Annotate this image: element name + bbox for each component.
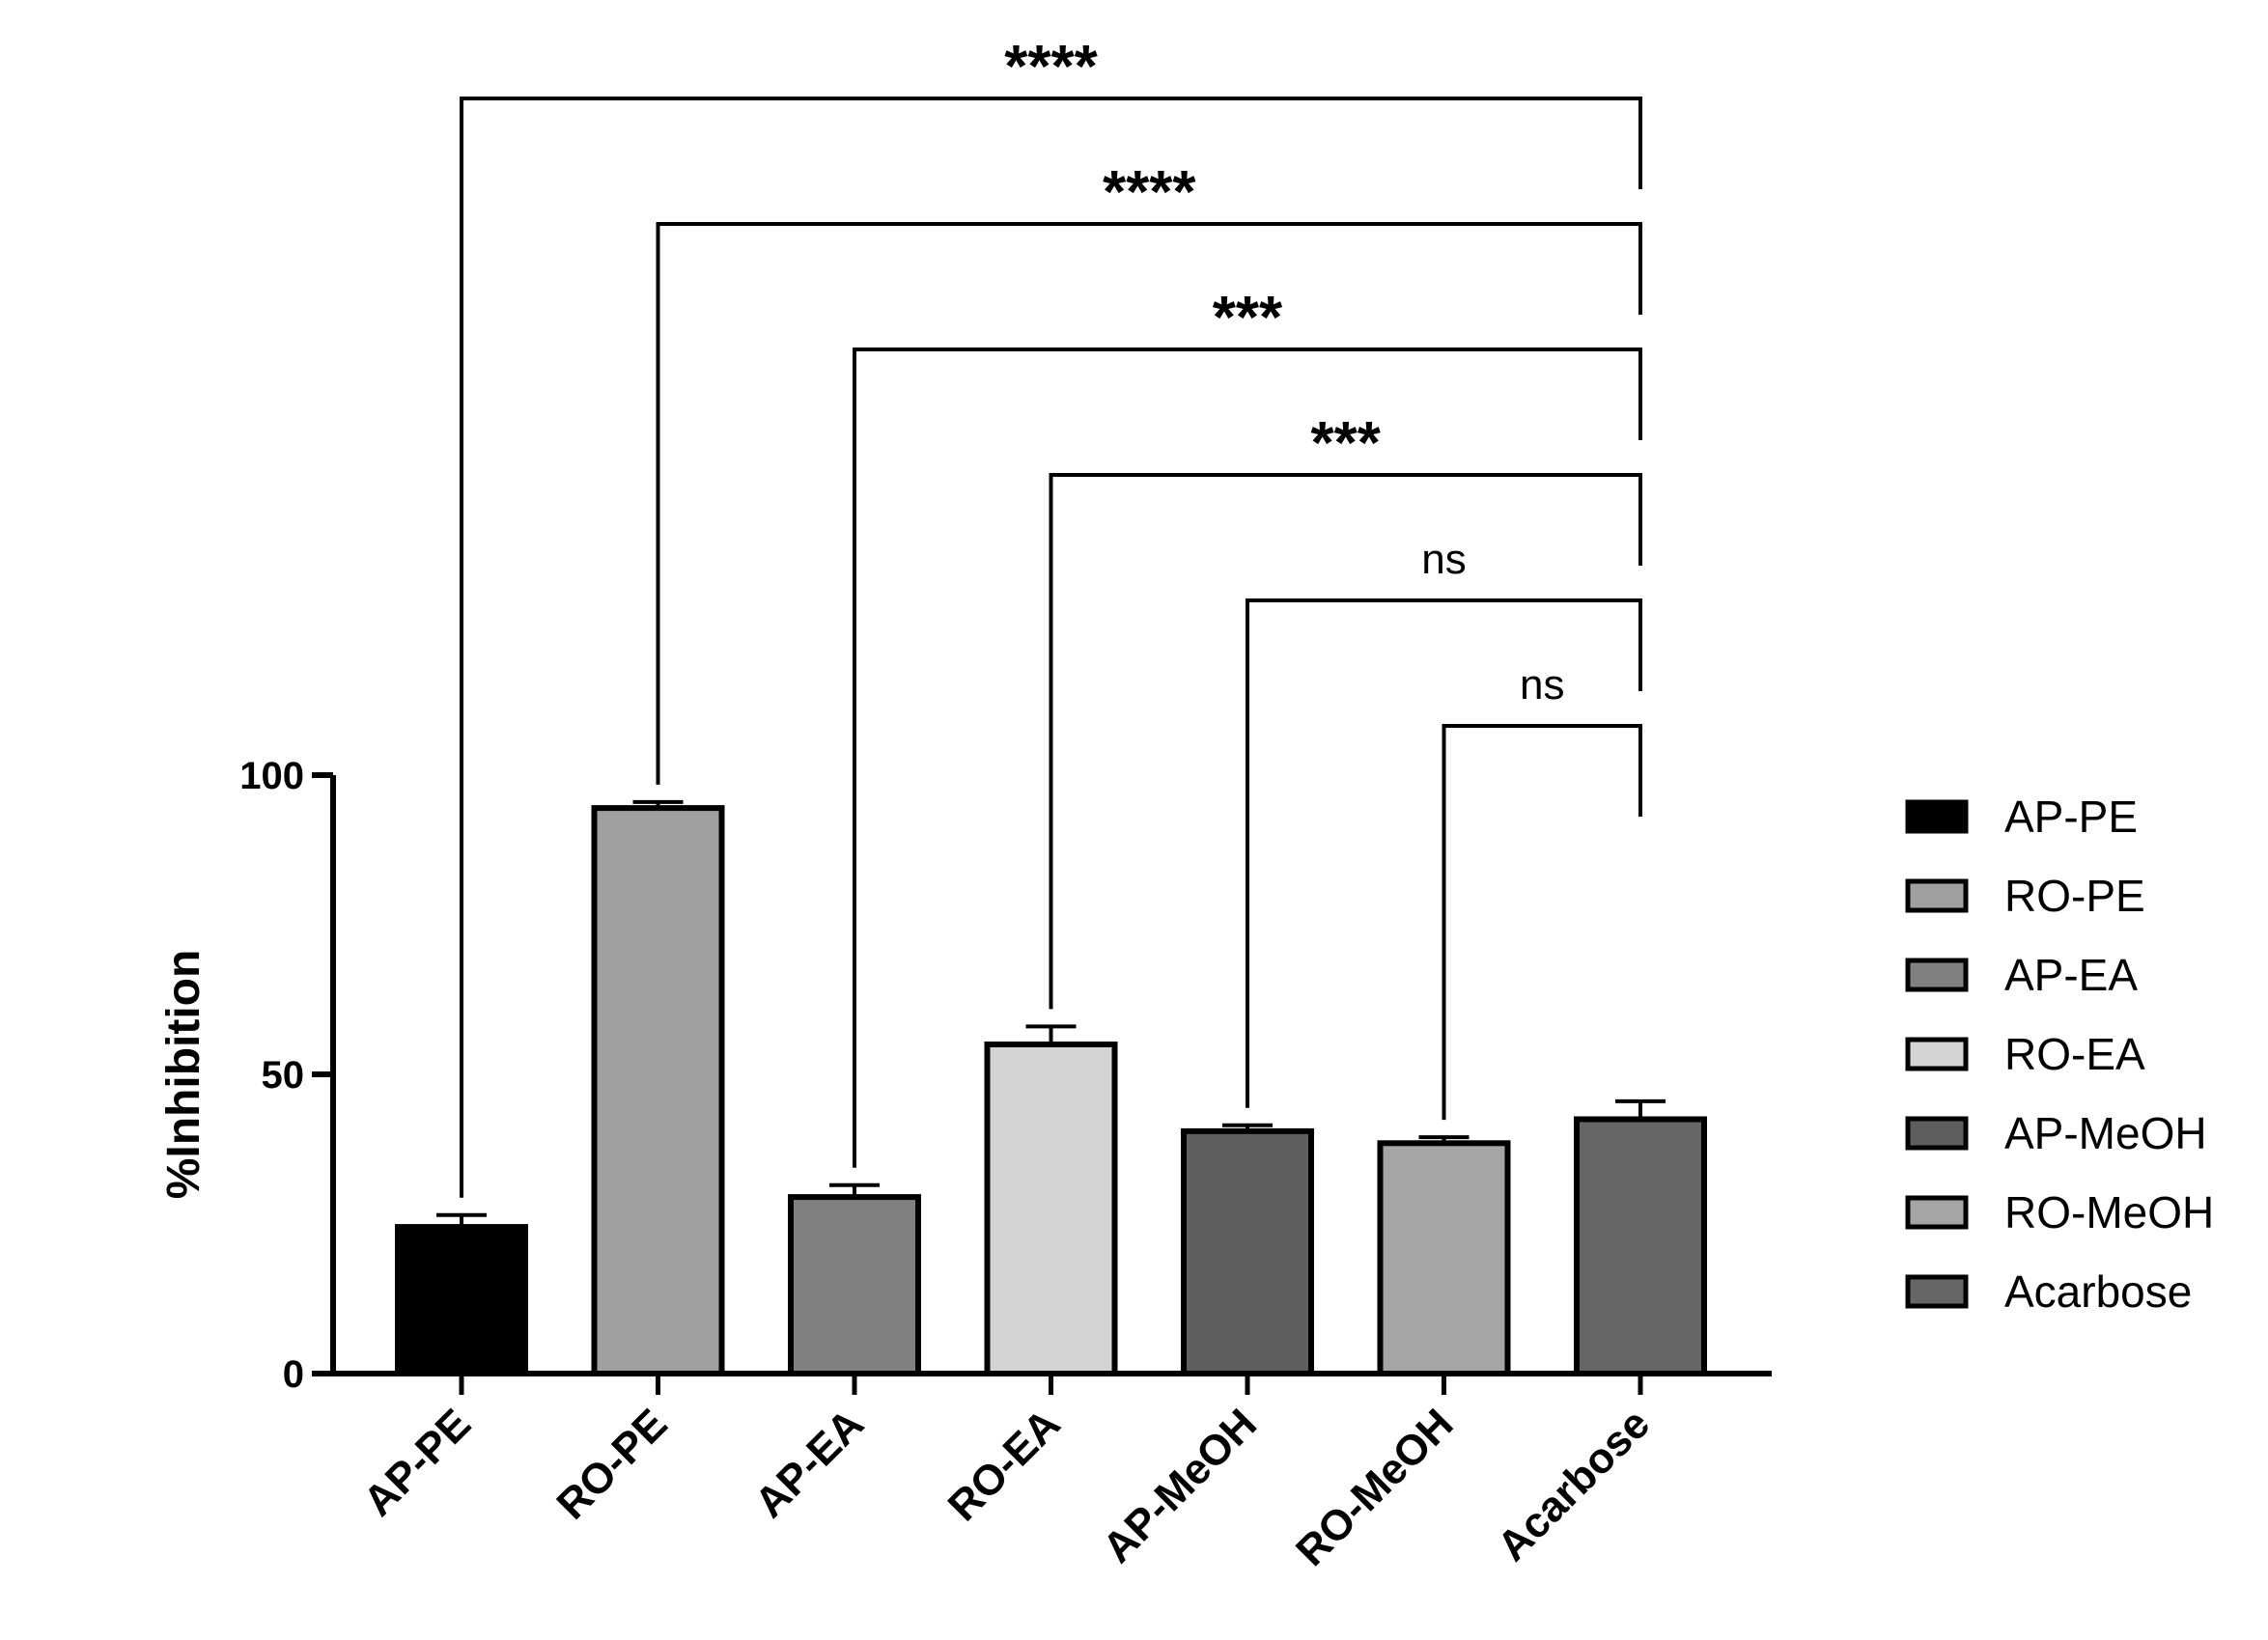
- significance-bracket: [1442, 724, 1642, 1121]
- legend-label: AP-PE: [2004, 792, 2138, 842]
- legend-swatch: [1905, 958, 1969, 992]
- x-tick-label: Acarbose: [1489, 1400, 1659, 1570]
- significance-label: ns: [1520, 661, 1564, 709]
- significance-bracket: [853, 347, 1642, 1168]
- bars: [395, 805, 1707, 1377]
- legend-label: Acarbose: [2004, 1266, 2192, 1317]
- significance-bracket: [1246, 598, 1642, 1108]
- significance-bracket: [460, 97, 1642, 1198]
- y-tick-label: 100: [239, 755, 304, 797]
- bar-ro-ea: [984, 1042, 1118, 1376]
- bar-ap-ea: [788, 1194, 921, 1376]
- bar-acarbose: [1574, 1116, 1707, 1376]
- error-bars: [436, 799, 1666, 1228]
- legend-label: RO-PE: [2004, 871, 2145, 921]
- legend-label: AP-EA: [2004, 950, 2138, 1000]
- category-labels: AP-PE RO-PE AP-EA RO-EA AP-MeOH RO-MeOH Acarbo…: [354, 1400, 1659, 1575]
- legend-swatch: [1905, 1195, 1969, 1230]
- legend-swatch: [1905, 799, 1969, 834]
- significance-label: ns: [1421, 536, 1466, 583]
- significance-label: ***: [1311, 410, 1382, 477]
- axes: 0 50 100 %Inhibition: [158, 755, 1772, 1396]
- legend-swatch: [1905, 1116, 1969, 1151]
- y-tick-label: 50: [262, 1054, 305, 1097]
- legend-swatch: [1905, 1037, 1969, 1071]
- legend-swatch: [1905, 1274, 1969, 1309]
- significance-label: ***: [1213, 285, 1283, 351]
- legend-label: RO-MeOH: [2004, 1187, 2214, 1237]
- bar-ap-meoh: [1181, 1127, 1314, 1377]
- bar-ap-pe: [395, 1224, 528, 1376]
- y-axis-title: %Inhibition: [158, 950, 210, 1200]
- significance-label: ****: [1004, 34, 1098, 100]
- bar-ro-meoh: [1377, 1140, 1511, 1377]
- x-tick-label: RO-PE: [547, 1400, 676, 1528]
- x-tick-label: AP-MeOH: [1094, 1400, 1266, 1571]
- legend: AP-PE RO-PE AP-EA RO-EA AP-MeOH RO-MeOH Acarbo…: [1905, 792, 2214, 1317]
- significance-label: ****: [1103, 159, 1196, 226]
- x-tick-label: RO-MeOH: [1287, 1400, 1463, 1575]
- legend-label: AP-MeOH: [2004, 1108, 2207, 1158]
- x-tick-label: AP-EA: [746, 1400, 873, 1526]
- bar-ro-pe: [591, 805, 725, 1376]
- legend-swatch: [1905, 878, 1969, 913]
- x-tick-label: AP-PE: [354, 1400, 480, 1525]
- significance-bracket: [656, 222, 1642, 785]
- y-tick-label: 0: [283, 1353, 304, 1396]
- x-tick-label: RO-EA: [939, 1400, 1070, 1530]
- significance-bracket: [1049, 473, 1642, 1010]
- legend-label: RO-EA: [2004, 1029, 2145, 1079]
